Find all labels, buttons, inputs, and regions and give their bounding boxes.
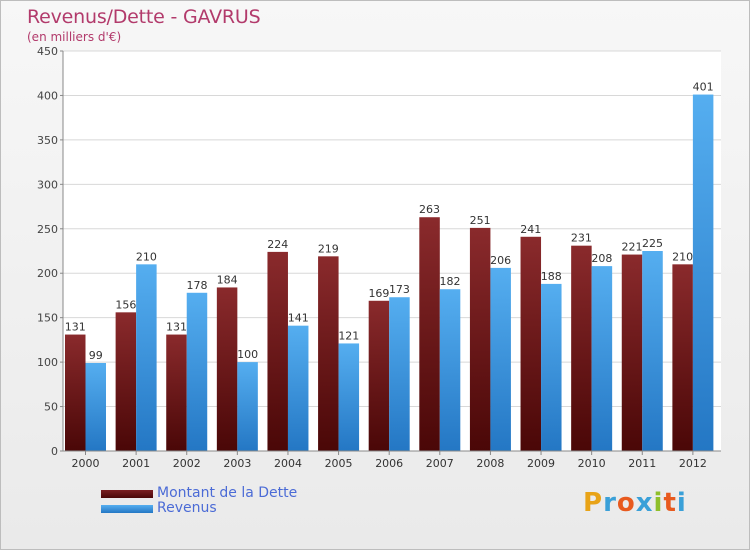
data-label-revenus: 178: [186, 279, 207, 292]
x-tick-label: 2007: [426, 457, 454, 470]
y-tick-label: 400: [37, 89, 58, 102]
data-label-debt: 210: [672, 250, 693, 263]
label-layer: 131 99 156 210 131 178 184 100 224 141 219 121 169 17…: [65, 81, 714, 362]
bar-revenus: [136, 264, 157, 451]
data-label-revenus: 206: [490, 254, 511, 267]
x-tick-label: 2001: [122, 457, 150, 470]
bar-debt: [318, 256, 339, 451]
bar-revenus: [186, 292, 208, 451]
x-tick-label: 2011: [628, 457, 656, 470]
legend-swatch-revenus: [101, 505, 153, 513]
chart-subtitle: (en milliers d'€): [27, 30, 122, 44]
data-label-revenus: 99: [89, 349, 103, 362]
bars-layer: [65, 94, 714, 452]
bar-revenus: [692, 94, 714, 452]
data-label-debt: 184: [217, 273, 238, 286]
logo-letter: t: [663, 488, 677, 518]
logo-letter: i: [676, 488, 687, 518]
bar-revenus: [642, 251, 663, 451]
logo-letter: P: [583, 488, 604, 518]
axis-layer: 0 50 100 150 200 250 300 350 400 450 2000 2001 2002 2…: [37, 45, 721, 470]
data-label-debt: 221: [622, 241, 643, 254]
data-label-revenus: 141: [288, 312, 309, 325]
data-label-debt: 131: [65, 321, 86, 334]
bar-debt: [166, 334, 187, 451]
bar-debt: [621, 254, 643, 451]
data-label-revenus: 173: [389, 283, 410, 296]
y-tick-label: 250: [37, 223, 58, 236]
chart-title: Revenus/Dette - GAVRUS: [27, 6, 261, 28]
x-tick-label: 2008: [476, 457, 504, 470]
y-tick-label: 150: [37, 312, 58, 325]
data-label-debt: 219: [318, 242, 339, 255]
legend-label-revenus: Revenus: [157, 500, 217, 516]
x-tick-label: 2005: [325, 457, 353, 470]
bar-revenus: [439, 289, 461, 451]
bar-revenus: [389, 297, 410, 451]
x-tick-label: 2000: [72, 457, 100, 470]
proxiti-logo: Proxiti: [583, 488, 687, 518]
y-tick-label: 200: [37, 267, 58, 280]
data-label-revenus: 100: [237, 348, 258, 361]
data-label-debt: 156: [115, 298, 136, 311]
bar-debt: [65, 334, 86, 451]
data-label-debt: 251: [470, 214, 491, 227]
y-tick-label: 300: [37, 178, 58, 191]
bar-debt: [216, 287, 238, 451]
y-tick-label: 50: [44, 401, 58, 414]
data-label-revenus: 225: [642, 237, 663, 250]
x-tick-label: 2003: [223, 457, 251, 470]
x-tick-label: 2002: [173, 457, 201, 470]
y-tick-label: 450: [37, 45, 58, 58]
bar-debt: [672, 264, 693, 451]
bar-debt: [469, 227, 491, 451]
data-label-debt: 241: [520, 223, 541, 236]
x-tick-label: 2012: [679, 457, 707, 470]
data-label-debt: 231: [571, 232, 592, 245]
legend-label-debt: Montant de la Dette: [157, 485, 298, 501]
legend-swatch-debt: [101, 490, 153, 498]
logo-letter: o: [616, 488, 636, 518]
logo-letter: r: [603, 488, 617, 518]
bar-debt: [267, 251, 288, 451]
bar-revenus: [237, 362, 258, 451]
bar-debt: [520, 236, 542, 451]
bar-revenus: [287, 325, 309, 451]
data-label-debt: 224: [267, 238, 288, 251]
data-label-revenus: 401: [693, 81, 714, 94]
bar-debt: [368, 300, 390, 451]
x-tick-label: 2010: [578, 457, 606, 470]
data-label-debt: 263: [419, 203, 440, 216]
bar-debt: [115, 312, 137, 451]
bar-revenus: [591, 266, 613, 451]
y-tick-label: 350: [37, 134, 58, 147]
bar-revenus: [85, 363, 106, 451]
data-label-debt: 169: [368, 287, 389, 300]
x-tick-label: 2006: [375, 457, 403, 470]
data-label-revenus: 182: [440, 275, 461, 288]
data-label-revenus: 188: [541, 270, 562, 283]
bar-debt: [571, 245, 592, 451]
x-tick-label: 2004: [274, 457, 302, 470]
bar-revenus: [490, 267, 511, 451]
logo-letter: i: [653, 488, 664, 518]
logo-letter: x: [635, 488, 654, 518]
data-label-debt: 131: [166, 321, 187, 334]
bar-debt: [419, 217, 440, 451]
data-label-revenus: 121: [338, 329, 359, 342]
bar-revenus: [338, 343, 360, 451]
y-tick-label: 0: [51, 445, 58, 458]
x-tick-label: 2009: [527, 457, 555, 470]
data-label-revenus: 210: [136, 250, 157, 263]
y-tick-label: 100: [37, 356, 58, 369]
bar-revenus: [541, 283, 562, 451]
data-label-revenus: 208: [591, 252, 612, 265]
